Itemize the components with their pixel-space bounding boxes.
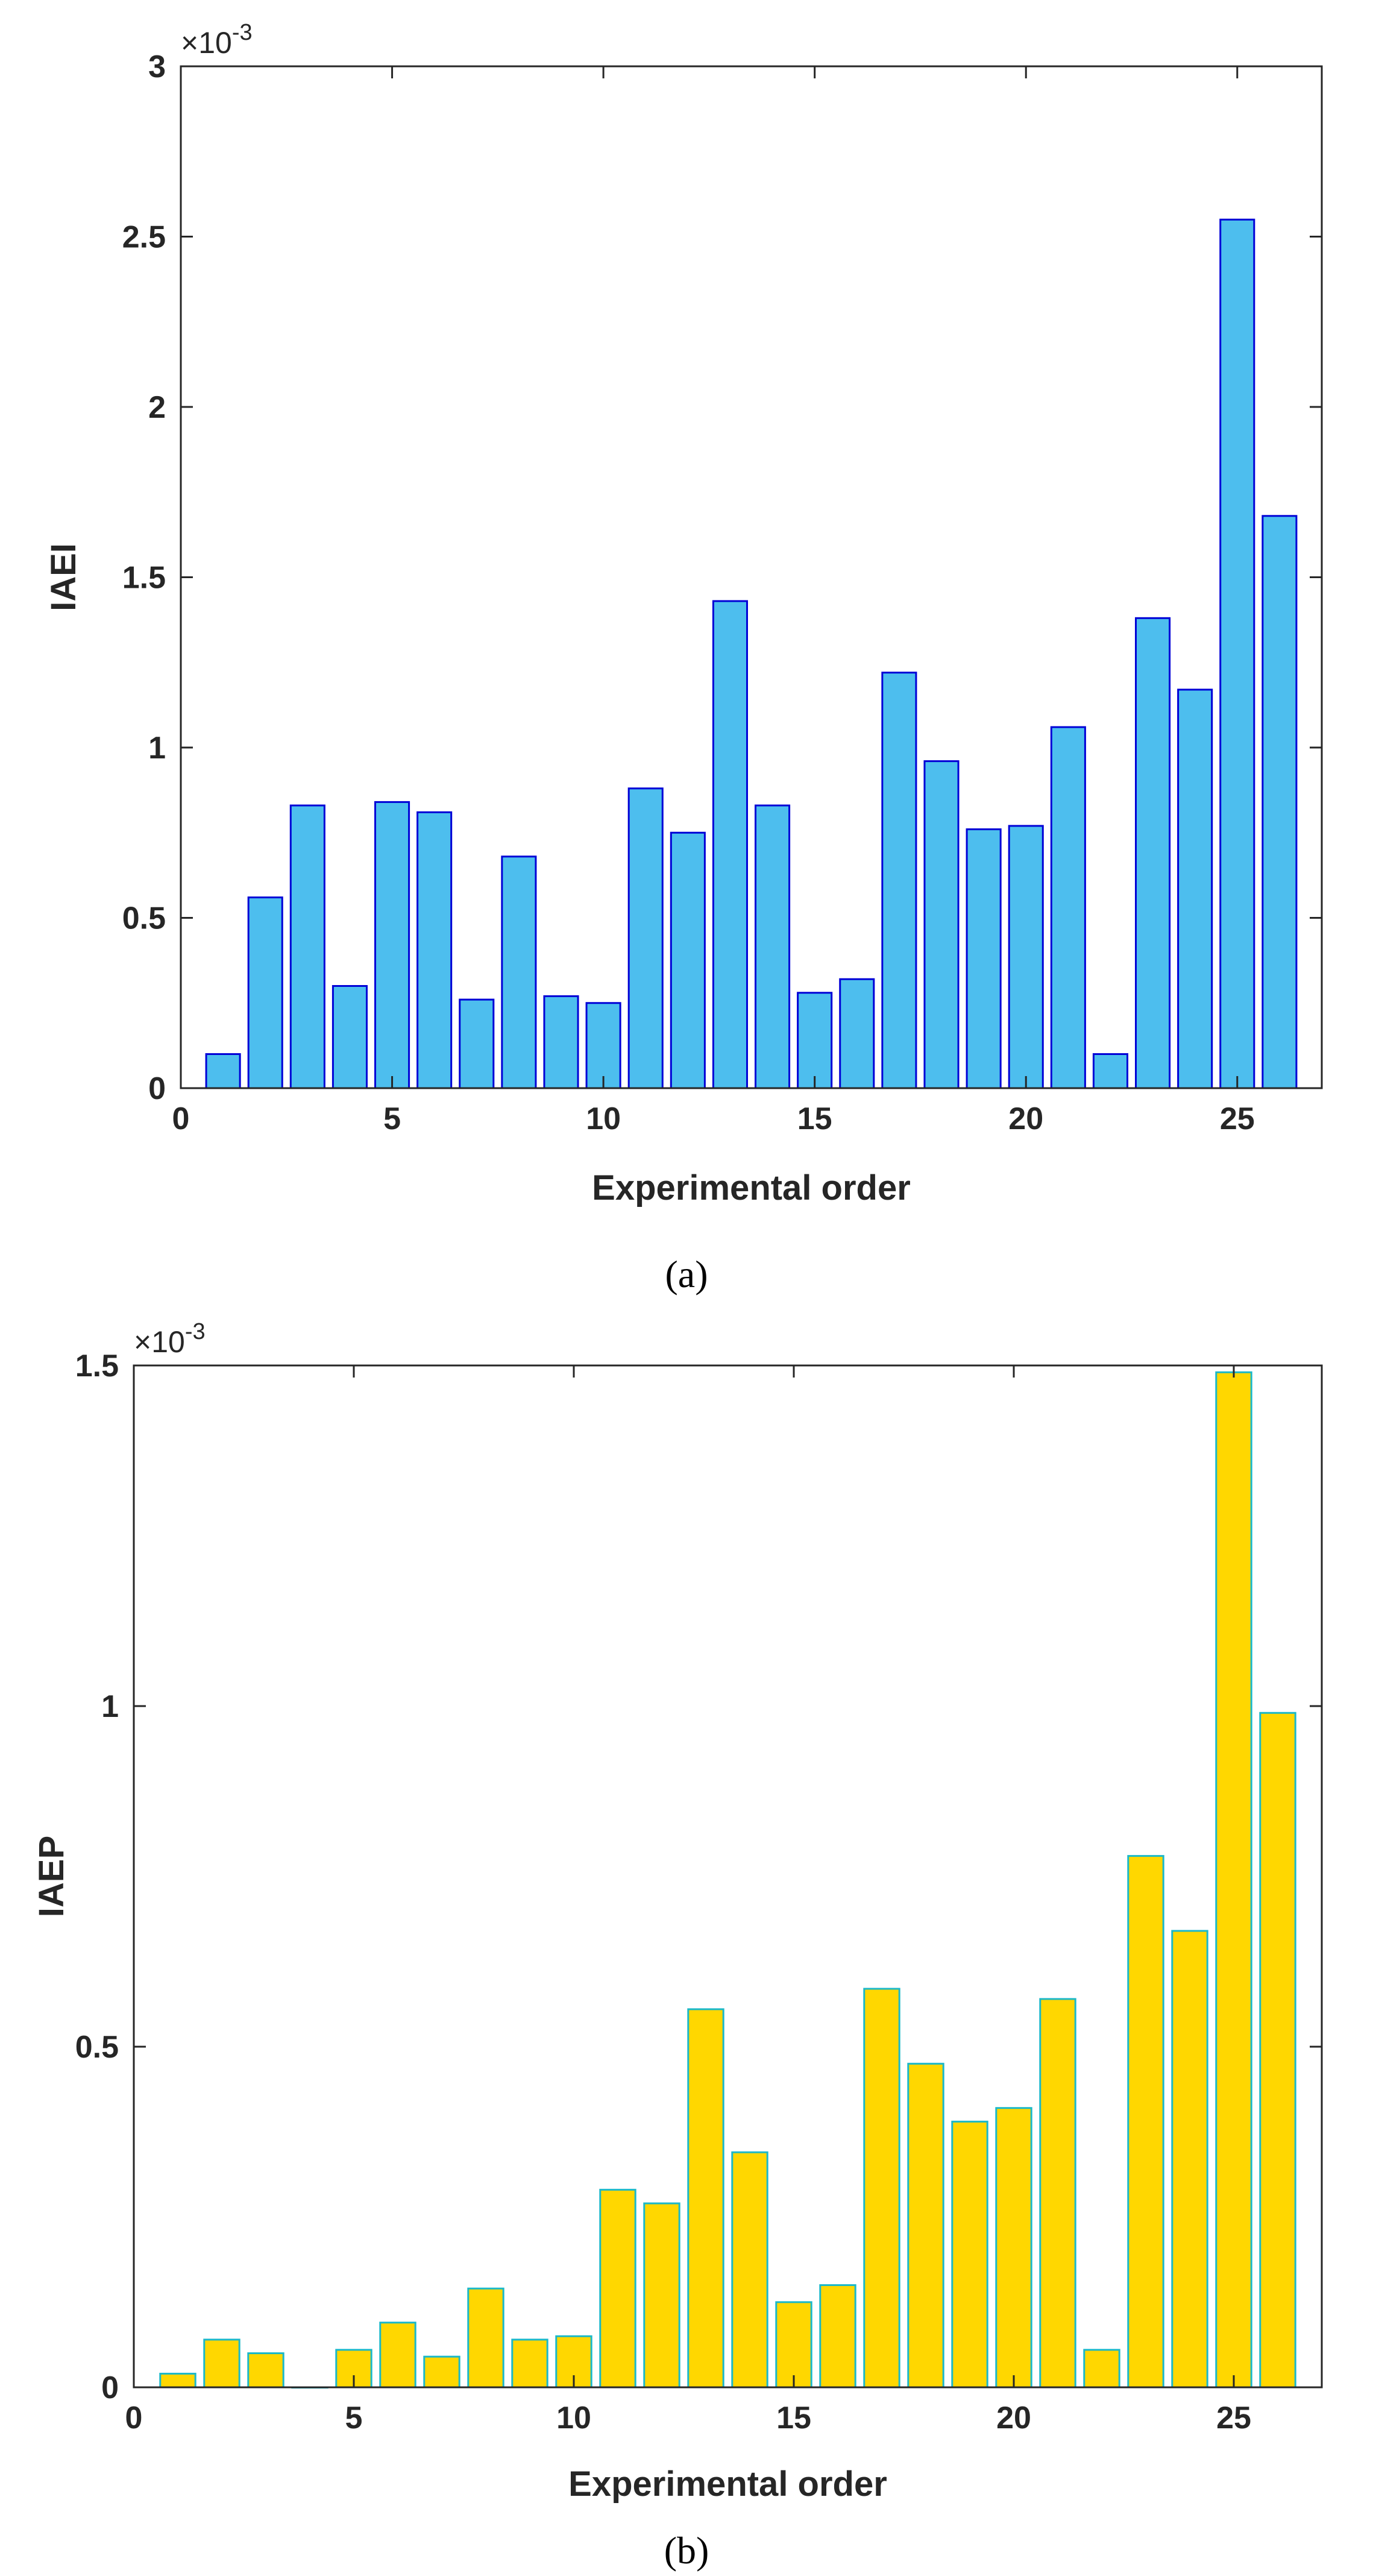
x-tick-label: 5: [383, 1101, 401, 1136]
bar-6: [379, 2322, 416, 2389]
bar-22: [1092, 1053, 1128, 1089]
plot-frame: [133, 1364, 1323, 2389]
y-tick-label: 0.5: [75, 2030, 119, 2065]
bar-series-iaei: [205, 218, 1298, 1089]
bar-8: [467, 2287, 504, 2389]
y-exponent-label: ×10-3: [181, 20, 253, 60]
y-exponent-label: ×10-3: [134, 1319, 206, 1359]
x-tick-label: 10: [586, 1101, 621, 1136]
chart-panel-b: 0 5 10 15 20 25 0 0.5 1 1.5 ×10-3 IAEP Experiment…: [32, 1319, 1323, 2572]
bar-25: [1215, 1371, 1252, 2389]
bar-3: [289, 804, 325, 1089]
bar-12: [643, 2202, 680, 2389]
bar-9: [543, 995, 579, 1089]
bar-7: [423, 2355, 460, 2389]
y-axis-label: IAEP: [32, 1836, 71, 1917]
x-tick-label: 20: [1008, 1101, 1043, 1136]
y-tick-label: 1: [101, 1689, 119, 1724]
panel-label-a: (a): [665, 1253, 708, 1296]
bar-16: [839, 978, 875, 1089]
bar-2: [247, 896, 283, 1089]
axis-ticks: [180, 65, 1322, 1089]
bar-9: [511, 2338, 548, 2389]
bar-8: [501, 855, 537, 1089]
x-tick-label: 25: [1220, 1101, 1255, 1136]
bar-14: [755, 804, 791, 1089]
tick-labels: 0 5 10 15 20 25 0 0.5 1 1.5 2 2.5 3: [122, 49, 1255, 1136]
bar-4: [331, 985, 368, 1089]
bar-18: [907, 2062, 944, 2389]
bar-7: [459, 998, 495, 1089]
y-tick-label: 2.5: [122, 220, 166, 255]
bar-15: [797, 992, 833, 1089]
bar-19: [966, 828, 1002, 1089]
axis-ticks: [133, 1364, 1322, 2389]
y-tick-label: 1.5: [122, 561, 166, 596]
bar-22: [1083, 2349, 1120, 2389]
x-axis-label: Experimental order: [592, 1168, 911, 1208]
bar-17: [863, 1988, 900, 2389]
bar-24: [1171, 1930, 1208, 2389]
y-tick-label: 1.5: [75, 1349, 119, 1384]
bar-15: [775, 2301, 812, 2389]
chart-panel-a: 0 5 10 15 20 25 0 0.5 1 1.5 2 2.5 3 ×10-3 IAEI Exper…: [44, 20, 1323, 1296]
bar-12: [670, 831, 706, 1089]
bar-5: [374, 801, 410, 1089]
y-tick-label: 0: [148, 1071, 166, 1106]
bar-14: [731, 2151, 768, 2389]
x-tick-label: 0: [172, 1101, 190, 1136]
x-tick-label: 20: [996, 2401, 1031, 2436]
bar-series-iaep: [159, 1371, 1296, 2389]
x-tick-label: 15: [776, 2401, 811, 2436]
bar-2: [203, 2338, 240, 2389]
y-tick-label: 0.5: [122, 901, 166, 936]
bar-21: [1050, 726, 1086, 1089]
bar-17: [881, 672, 917, 1089]
y-axis-label: IAEI: [44, 543, 83, 611]
bar-18: [923, 760, 960, 1089]
y-tick-label: 0: [101, 2370, 119, 2405]
bar-13: [687, 2008, 724, 2389]
bar-1: [159, 2372, 196, 2389]
bar-23: [1135, 617, 1171, 1089]
x-tick-label: 10: [556, 2401, 591, 2436]
bar-26: [1259, 1712, 1296, 2389]
bar-21: [1039, 1998, 1076, 2389]
bar-26: [1261, 515, 1298, 1089]
bar-13: [712, 600, 748, 1089]
bar-3: [247, 2352, 284, 2389]
y-tick-label: 1: [148, 731, 166, 766]
bar-20: [1008, 825, 1044, 1089]
x-tick-label: 25: [1216, 2401, 1251, 2436]
panel-label-b: (b): [664, 2529, 709, 2572]
bar-25: [1219, 218, 1255, 1089]
x-axis-label: Experimental order: [568, 2464, 887, 2504]
bar-23: [1127, 1855, 1164, 2389]
bar-6: [416, 811, 453, 1089]
bar-11: [599, 2188, 636, 2389]
bar-10: [585, 1002, 621, 1089]
y-tick-label: 2: [148, 390, 166, 425]
x-tick-label: 0: [125, 2401, 143, 2436]
bar-24: [1177, 688, 1213, 1089]
bar-1: [205, 1053, 241, 1089]
x-tick-label: 15: [797, 1101, 832, 1136]
y-tick-label: 3: [148, 49, 166, 84]
bar-16: [819, 2284, 856, 2389]
x-tick-label: 5: [345, 2401, 363, 2436]
bar-19: [951, 2120, 988, 2389]
bar-11: [627, 787, 664, 1089]
tick-labels: 0 5 10 15 20 25 0 0.5 1 1.5: [75, 1349, 1251, 2436]
bar-20: [995, 2107, 1032, 2389]
